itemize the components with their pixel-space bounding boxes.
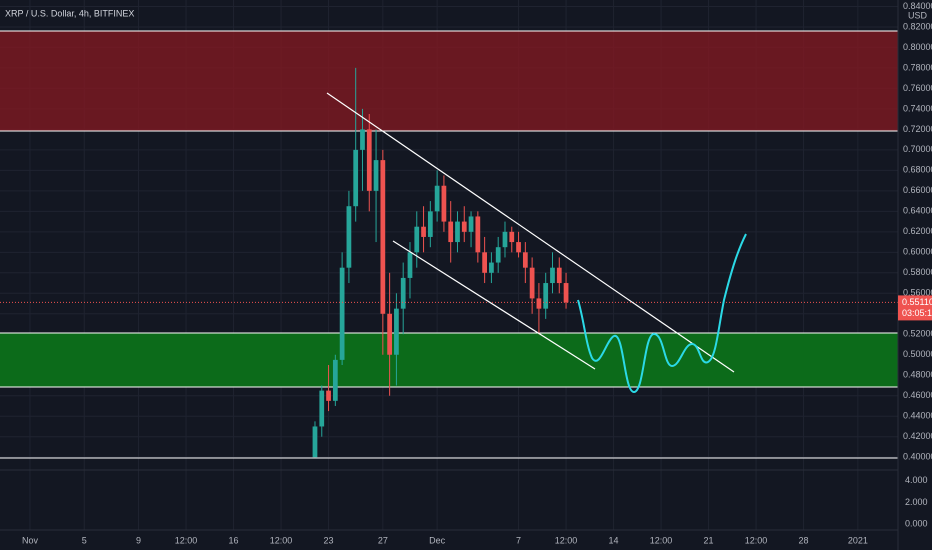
- support-zone: [0, 333, 898, 387]
- candle-body: [366, 129, 372, 191]
- y-tick-label: 4.000: [905, 475, 928, 485]
- candle-body: [455, 221, 460, 243]
- candle-body: [502, 231, 508, 248]
- candle-body: [434, 185, 440, 212]
- x-tick-label: 27: [378, 535, 388, 545]
- x-tick-label: 28: [799, 535, 809, 545]
- candle-body: [339, 267, 345, 360]
- x-tick-label: 12:00: [745, 535, 768, 545]
- x-tick-label: 21: [704, 535, 714, 545]
- candle-body: [563, 283, 569, 303]
- candle-body: [394, 308, 399, 355]
- candle-body: [380, 160, 386, 314]
- candle-body: [407, 252, 413, 278]
- countdown-label: 03:05:15: [902, 308, 932, 318]
- candle-body: [414, 226, 420, 253]
- candle-body: [353, 149, 359, 207]
- candle-body: [427, 211, 433, 237]
- trendline: [392, 240, 596, 370]
- candle-body: [421, 226, 426, 237]
- candle-body: [448, 221, 454, 243]
- x-tick-label: 2021: [848, 535, 868, 545]
- candle-body: [468, 216, 474, 232]
- candles: [0, 67, 898, 458]
- candle-body: [489, 262, 494, 273]
- x-tick-label: 9: [136, 535, 141, 545]
- candle-body: [482, 252, 488, 273]
- x-tick-label: 12:00: [270, 535, 293, 545]
- price-axis: [898, 0, 932, 550]
- candle-body: [319, 390, 325, 427]
- candle-body: [550, 267, 555, 284]
- x-tick-label: 23: [324, 535, 334, 545]
- candle-body: [346, 206, 352, 268]
- candle-body: [312, 426, 318, 458]
- currency-label: USD: [908, 10, 928, 20]
- candle-body: [543, 283, 549, 309]
- candle-body: [495, 247, 501, 263]
- candle-body: [373, 160, 379, 191]
- candle-body: [400, 277, 406, 309]
- candle-body: [509, 231, 515, 243]
- candle-body: [475, 216, 481, 253]
- last-price-label: 0.55110: [902, 297, 932, 307]
- candle-body: [529, 267, 535, 299]
- candle-body: [556, 267, 562, 284]
- x-tick-label: 16: [229, 535, 239, 545]
- candle-body: [536, 298, 542, 309]
- candle-body: [461, 221, 467, 232]
- chart-title: XRP / U.S. Dollar, 4h, BITFINEX: [5, 8, 134, 18]
- resistance-zone: [0, 31, 898, 131]
- y-tick-label: 0.000: [905, 518, 928, 528]
- x-tick-label: Dec: [429, 535, 446, 545]
- candle-body: [360, 129, 365, 150]
- candle-body: [516, 242, 521, 253]
- x-tick-label: 7: [516, 535, 521, 545]
- axes: Nov 5 9 12:00 16 12:00 23 27 Dec 7 12:00 14 12:00 21 1…: [22, 1, 932, 545]
- x-tick-label: 14: [609, 535, 619, 545]
- candle-body: [387, 313, 392, 355]
- candle-body: [522, 252, 528, 268]
- candle-body: [326, 390, 331, 401]
- candle-body: [332, 359, 338, 401]
- x-tick-label: 5: [82, 535, 87, 545]
- x-tick-label: 12:00: [175, 535, 198, 545]
- trendline: [326, 92, 735, 373]
- x-tick-label: 12:00: [650, 535, 673, 545]
- y-tick-label: 2.000: [905, 497, 928, 507]
- last-price-box: [898, 295, 932, 321]
- x-tick-label: 12:00: [555, 535, 578, 545]
- candle-body: [441, 185, 447, 222]
- projection-path: [577, 233, 747, 394]
- x-tick-label: Nov: [22, 535, 39, 545]
